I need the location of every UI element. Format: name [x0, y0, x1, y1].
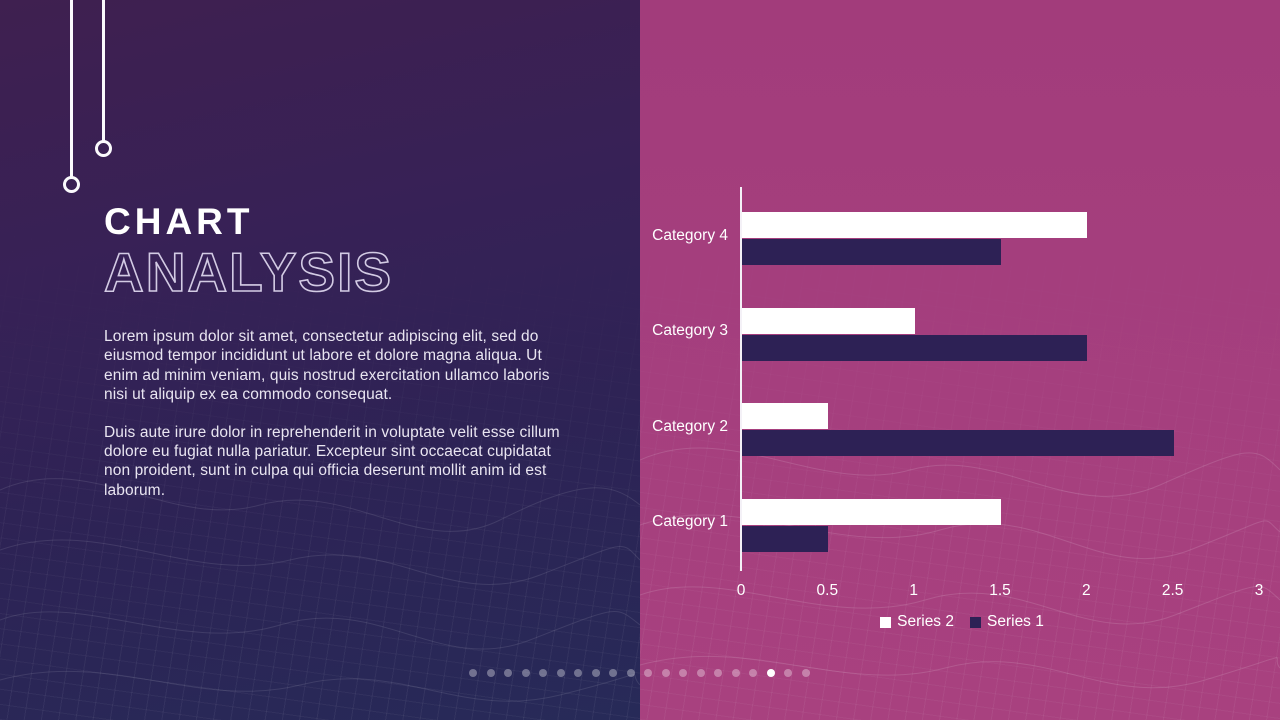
legend-item[interactable]: Series 1	[970, 613, 1044, 631]
chart-legend: Series 2 Series 1	[702, 613, 1222, 631]
pagination-dot[interactable]	[661, 669, 670, 677]
pagination-dot-active[interactable]	[766, 669, 775, 677]
deco-ring	[63, 176, 80, 193]
legend-swatch-icon	[880, 616, 892, 628]
pagination-dot[interactable]	[591, 669, 600, 677]
body-text: Lorem ipsum dolor sit amet, consectetur …	[104, 327, 572, 500]
body-paragraph-1: Lorem ipsum dolor sit amet, consectetur …	[104, 328, 550, 404]
legend-swatch-icon	[970, 616, 981, 628]
bar-series-1[interactable]	[742, 239, 1001, 265]
pagination-dot[interactable]	[696, 669, 705, 677]
legend-label: Series 1	[987, 613, 1044, 630]
category-label: Category 3	[652, 322, 728, 340]
x-tick-label: 3	[1254, 582, 1264, 599]
x-tick-label: 0	[736, 582, 746, 599]
pagination-dot[interactable]	[749, 669, 757, 677]
left-panel: CHART ANALYSIS Lorem ipsum dolor sit ame…	[0, 0, 640, 720]
pagination-dot[interactable]	[679, 669, 687, 677]
pagination-dot[interactable]	[714, 669, 722, 677]
deco-line	[102, 0, 105, 141]
deco-line	[70, 0, 73, 177]
pagination-dot[interactable]	[556, 669, 565, 677]
slide-title: CHART	[104, 201, 254, 242]
bar-series-2[interactable]	[742, 307, 915, 334]
pagination-dot[interactable]	[469, 669, 477, 677]
slide-subtitle: ANALYSIS	[103, 241, 394, 303]
category-label: Category 2	[652, 417, 728, 435]
bar-series-2[interactable]	[742, 403, 829, 429]
bar-series-1[interactable]	[742, 334, 1088, 361]
bar-series-2[interactable]	[742, 212, 1088, 238]
pagination-dots	[469, 669, 810, 677]
body-paragraph-2: Duis aute irure dolor in reprehenderit i…	[104, 423, 560, 499]
bar-series-1[interactable]	[742, 525, 829, 552]
legend-label: Series 2	[897, 613, 954, 630]
pagination-dot[interactable]	[574, 669, 582, 677]
pagination-dot[interactable]	[644, 669, 652, 677]
chart-axis-line	[740, 187, 742, 571]
chart[interactable]: Category 4 Category 3 Category 2 Category 1…	[640, 0, 1280, 720]
x-tick-label: 1	[909, 582, 918, 599]
deco-ring	[95, 140, 112, 157]
category-label: Category 1	[652, 513, 728, 531]
pagination-dot[interactable]	[486, 669, 495, 677]
category-label: Category 4	[652, 226, 728, 244]
bar-series-2[interactable]	[742, 498, 1001, 525]
pagination-dot[interactable]	[539, 669, 547, 677]
pagination-dot[interactable]	[504, 669, 512, 677]
pagination-dot[interactable]	[521, 669, 530, 677]
x-tick-label: 0.5	[816, 582, 839, 599]
x-tick-label: 1.5	[989, 582, 1011, 599]
pagination-dot[interactable]	[731, 669, 740, 677]
pagination-dot[interactable]	[801, 669, 810, 677]
x-tick-label: 2	[1082, 582, 1091, 599]
pagination-dot[interactable]	[784, 669, 792, 677]
pagination-dot[interactable]	[626, 669, 635, 677]
pagination-dot[interactable]	[609, 669, 617, 677]
bar-series-1[interactable]	[742, 430, 1174, 456]
right-panel: Category 4 Category 3 Category 2 Category 1…	[640, 0, 1280, 720]
legend-item[interactable]: Series 2	[880, 613, 954, 631]
x-tick-label: 2.5	[1161, 582, 1184, 599]
